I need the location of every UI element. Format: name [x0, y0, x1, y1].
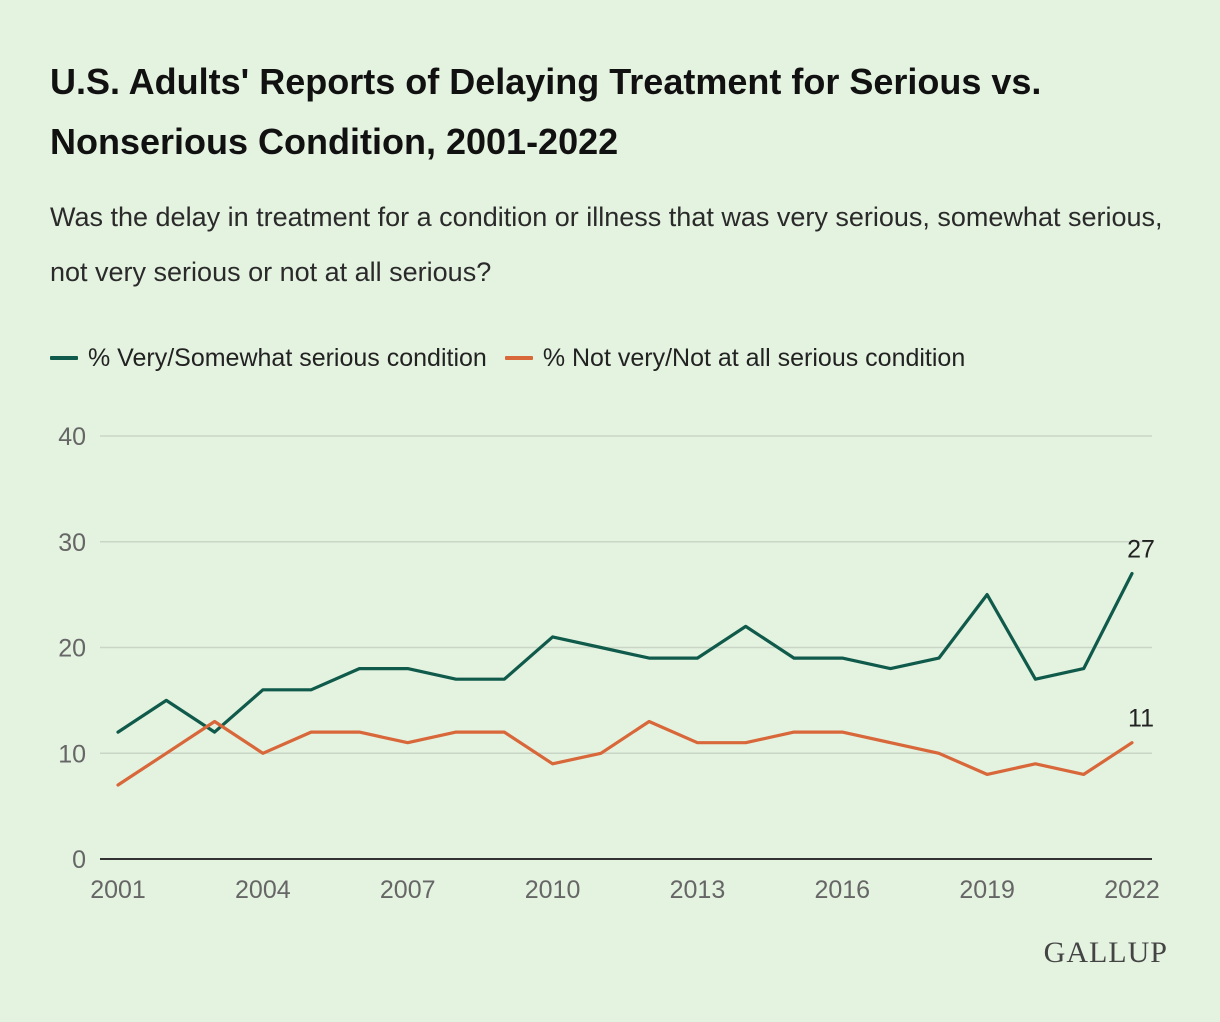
series-lines	[116, 571, 1134, 787]
legend-label-nonserious: % Not very/Not at all serious condition	[542, 343, 966, 372]
x-tick-2013: 2013	[670, 876, 726, 904]
series-line-1	[116, 719, 1134, 787]
end-label-1: 11	[1128, 705, 1154, 733]
y-tick-20: 20	[58, 635, 86, 663]
y-tick-10: 10	[58, 740, 86, 768]
legend-item-serious: % Very/Somewhat serious condition	[50, 344, 487, 373]
x-tick-2022: 2022	[1104, 876, 1160, 904]
legend-swatch-nonserious	[504, 356, 533, 360]
grid-lines	[100, 435, 1152, 754]
y-tick-0: 0	[72, 846, 86, 874]
x-tick-labels: 2001 2004 2007 2010 2013 2016 2019 2022	[90, 876, 1160, 904]
x-tick-2004: 2004	[235, 876, 291, 904]
end-label-0: 27	[1127, 535, 1155, 563]
x-tick-2019: 2019	[959, 876, 1015, 904]
legend-label-serious: % Very/Somewhat serious condition	[88, 343, 487, 372]
chart-title: U.S. Adults' Reports of Delaying Treatme…	[50, 61, 1042, 162]
legend-item-nonserious: % Not very/Not at all serious condition	[504, 343, 966, 373]
x-tick-2007: 2007	[380, 876, 436, 904]
legend: % Very/Somewhat serious condition % Not …	[50, 340, 983, 376]
y-tick-labels: 0 10 20 30 40	[58, 423, 86, 874]
chart-subtitle: Was the delay in treatment for a conditi…	[50, 202, 1163, 287]
series-line-0	[116, 571, 1134, 734]
end-labels: 27 11	[1127, 535, 1155, 732]
legend-swatch-serious	[50, 356, 78, 360]
y-tick-30: 30	[58, 529, 86, 557]
x-tick-2010: 2010	[525, 876, 581, 904]
x-tick-2016: 2016	[814, 876, 870, 904]
y-tick-40: 40	[58, 423, 86, 451]
gallup-logo: GALLUP	[1043, 936, 1168, 969]
x-tick-2001: 2001	[90, 876, 146, 904]
